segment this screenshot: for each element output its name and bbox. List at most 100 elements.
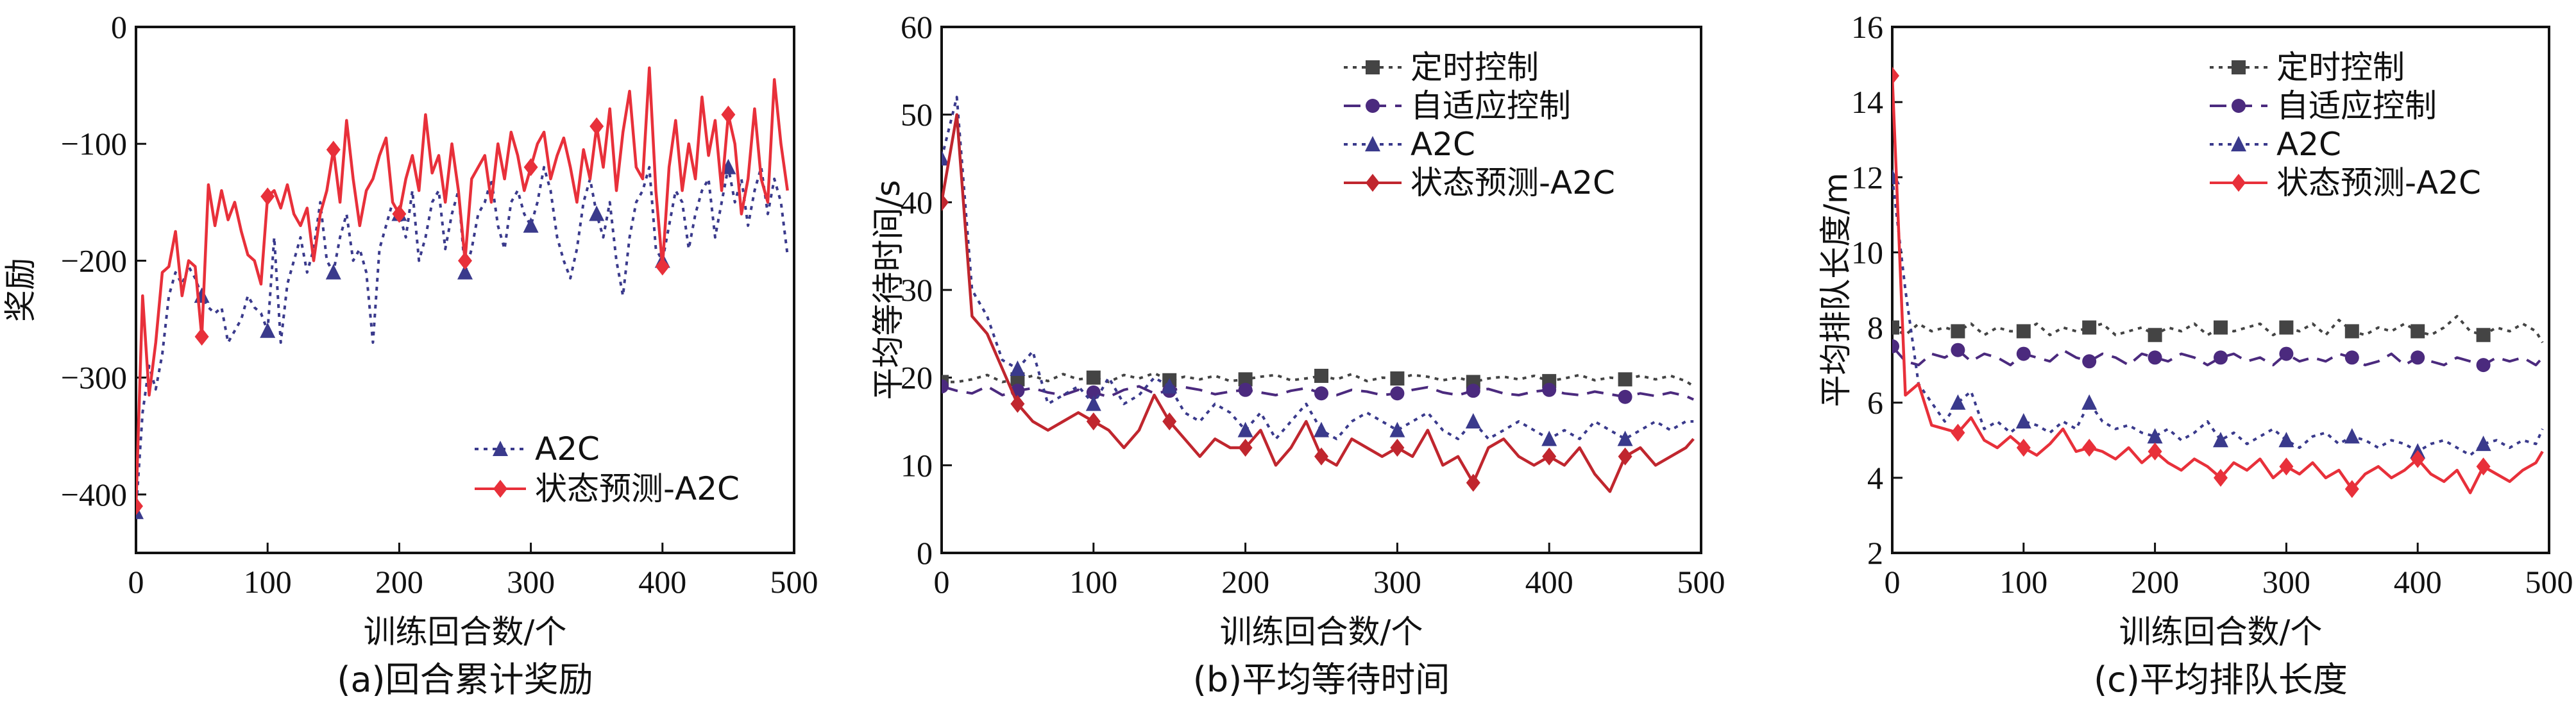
y-tick-label: 6 — [1867, 385, 1883, 421]
series-marker — [1617, 430, 1633, 446]
series-marker — [1892, 320, 1899, 335]
series-marker — [1465, 413, 1481, 428]
series-marker — [1314, 368, 1328, 383]
series-marker — [1951, 343, 1965, 357]
series-marker — [2213, 432, 2228, 448]
series-marker — [1618, 389, 1632, 404]
series-marker — [2081, 394, 2097, 410]
series-marker — [2411, 350, 2425, 365]
series-line-3 — [1892, 177, 2544, 457]
series-marker — [655, 257, 670, 276]
legend-label: 状态预测-A2C — [1411, 164, 1615, 201]
x-tick-label: 500 — [2525, 564, 2573, 600]
legend-label: A2C — [1411, 126, 1475, 163]
legend-label: A2C — [535, 430, 600, 468]
x-axis-label: 训练回合数/个 — [364, 613, 567, 650]
y-tick-label: 16 — [1851, 9, 1883, 45]
series-marker — [2148, 350, 2162, 365]
legend-label: 状态预测-A2C — [2276, 164, 2481, 201]
legend-marker — [1366, 60, 1380, 74]
series-marker — [1086, 370, 1101, 385]
series-marker — [2016, 439, 2031, 457]
series-marker — [1390, 439, 1405, 457]
series-line-2 — [136, 66, 789, 507]
series-line-4 — [1892, 76, 2544, 495]
series-marker — [2411, 324, 2425, 339]
legend-marker — [2232, 174, 2246, 192]
series-marker — [194, 327, 209, 346]
series-marker — [942, 379, 949, 394]
legend-label: 自适应控制 — [1411, 87, 1571, 124]
series-marker — [2147, 428, 2163, 444]
series-layer — [136, 66, 789, 520]
series-marker — [458, 251, 472, 270]
series-marker — [2476, 358, 2491, 373]
y-tick-label: −300 — [61, 360, 127, 396]
series-marker — [1314, 386, 1328, 401]
series-marker — [1950, 394, 1966, 410]
plot-frame — [940, 26, 1702, 554]
series-marker — [2344, 350, 2359, 365]
series-marker — [326, 140, 341, 159]
series-marker — [2475, 436, 2491, 452]
series-marker — [1238, 382, 1253, 397]
series-marker — [1390, 371, 1405, 386]
series-marker — [523, 158, 538, 176]
y-tick-label: −100 — [61, 126, 127, 162]
series-marker — [2279, 457, 2294, 476]
y-tick-label: 10 — [1851, 234, 1883, 270]
x-tick-label: 400 — [638, 564, 686, 600]
y-tick-label: 0 — [917, 535, 933, 571]
series-marker — [260, 187, 275, 206]
series-marker — [942, 193, 949, 212]
y-tick-label: 60 — [901, 9, 933, 45]
y-tick-label: −400 — [61, 477, 127, 513]
y-tick-label: 4 — [1867, 460, 1883, 496]
series-marker — [1466, 384, 1480, 398]
series-marker — [1085, 395, 1101, 411]
series-marker — [2214, 468, 2228, 487]
series-marker — [2476, 457, 2491, 476]
series-marker — [1951, 423, 1965, 442]
y-tick-label: 14 — [1851, 84, 1883, 120]
series-marker — [1086, 412, 1101, 430]
y-axis-label: 平均排队长度/m — [1817, 173, 1854, 407]
series-marker — [2214, 350, 2228, 365]
series-marker — [2015, 413, 2031, 428]
plot-frame — [135, 26, 795, 554]
series-marker — [2082, 354, 2097, 369]
legend-label: 自适应控制 — [2276, 87, 2437, 124]
y-tick-label: 10 — [901, 447, 933, 483]
y-tick-label: 12 — [1851, 159, 1883, 195]
series-marker — [2344, 324, 2359, 339]
series-marker — [1542, 447, 1557, 466]
y-tick-label: −200 — [61, 242, 127, 278]
y-tick-label: 0 — [111, 9, 127, 45]
series-line-2 — [1892, 345, 2544, 367]
series-marker — [1238, 372, 1253, 387]
x-tick-label: 500 — [770, 564, 818, 600]
series-marker — [1541, 430, 1557, 446]
series-marker — [136, 497, 143, 516]
series-marker — [2082, 320, 2097, 335]
y-tick-label: 20 — [901, 360, 933, 396]
series-marker — [2344, 480, 2359, 498]
series-marker — [1542, 382, 1557, 397]
y-tick-label: 2 — [1867, 535, 1883, 571]
legend-label: 定时控制 — [1411, 49, 1539, 86]
series-marker — [2278, 432, 2294, 448]
legend-label: 状态预测-A2C — [535, 470, 740, 507]
x-tick-label: 100 — [244, 564, 292, 600]
series-marker — [2148, 442, 2162, 461]
legend-marker — [1366, 99, 1380, 113]
series-marker — [2016, 324, 2031, 339]
x-tick-label: 100 — [1069, 564, 1117, 600]
series-marker — [1390, 386, 1405, 401]
legend-marker — [493, 441, 508, 456]
series-marker — [457, 264, 473, 280]
series-marker — [589, 117, 604, 135]
chart-panel-1: 0 100 200 300 400 500 0 −100 −200 −300 −400 训练回合数/个… — [2, 9, 818, 700]
series-marker — [1162, 412, 1177, 430]
